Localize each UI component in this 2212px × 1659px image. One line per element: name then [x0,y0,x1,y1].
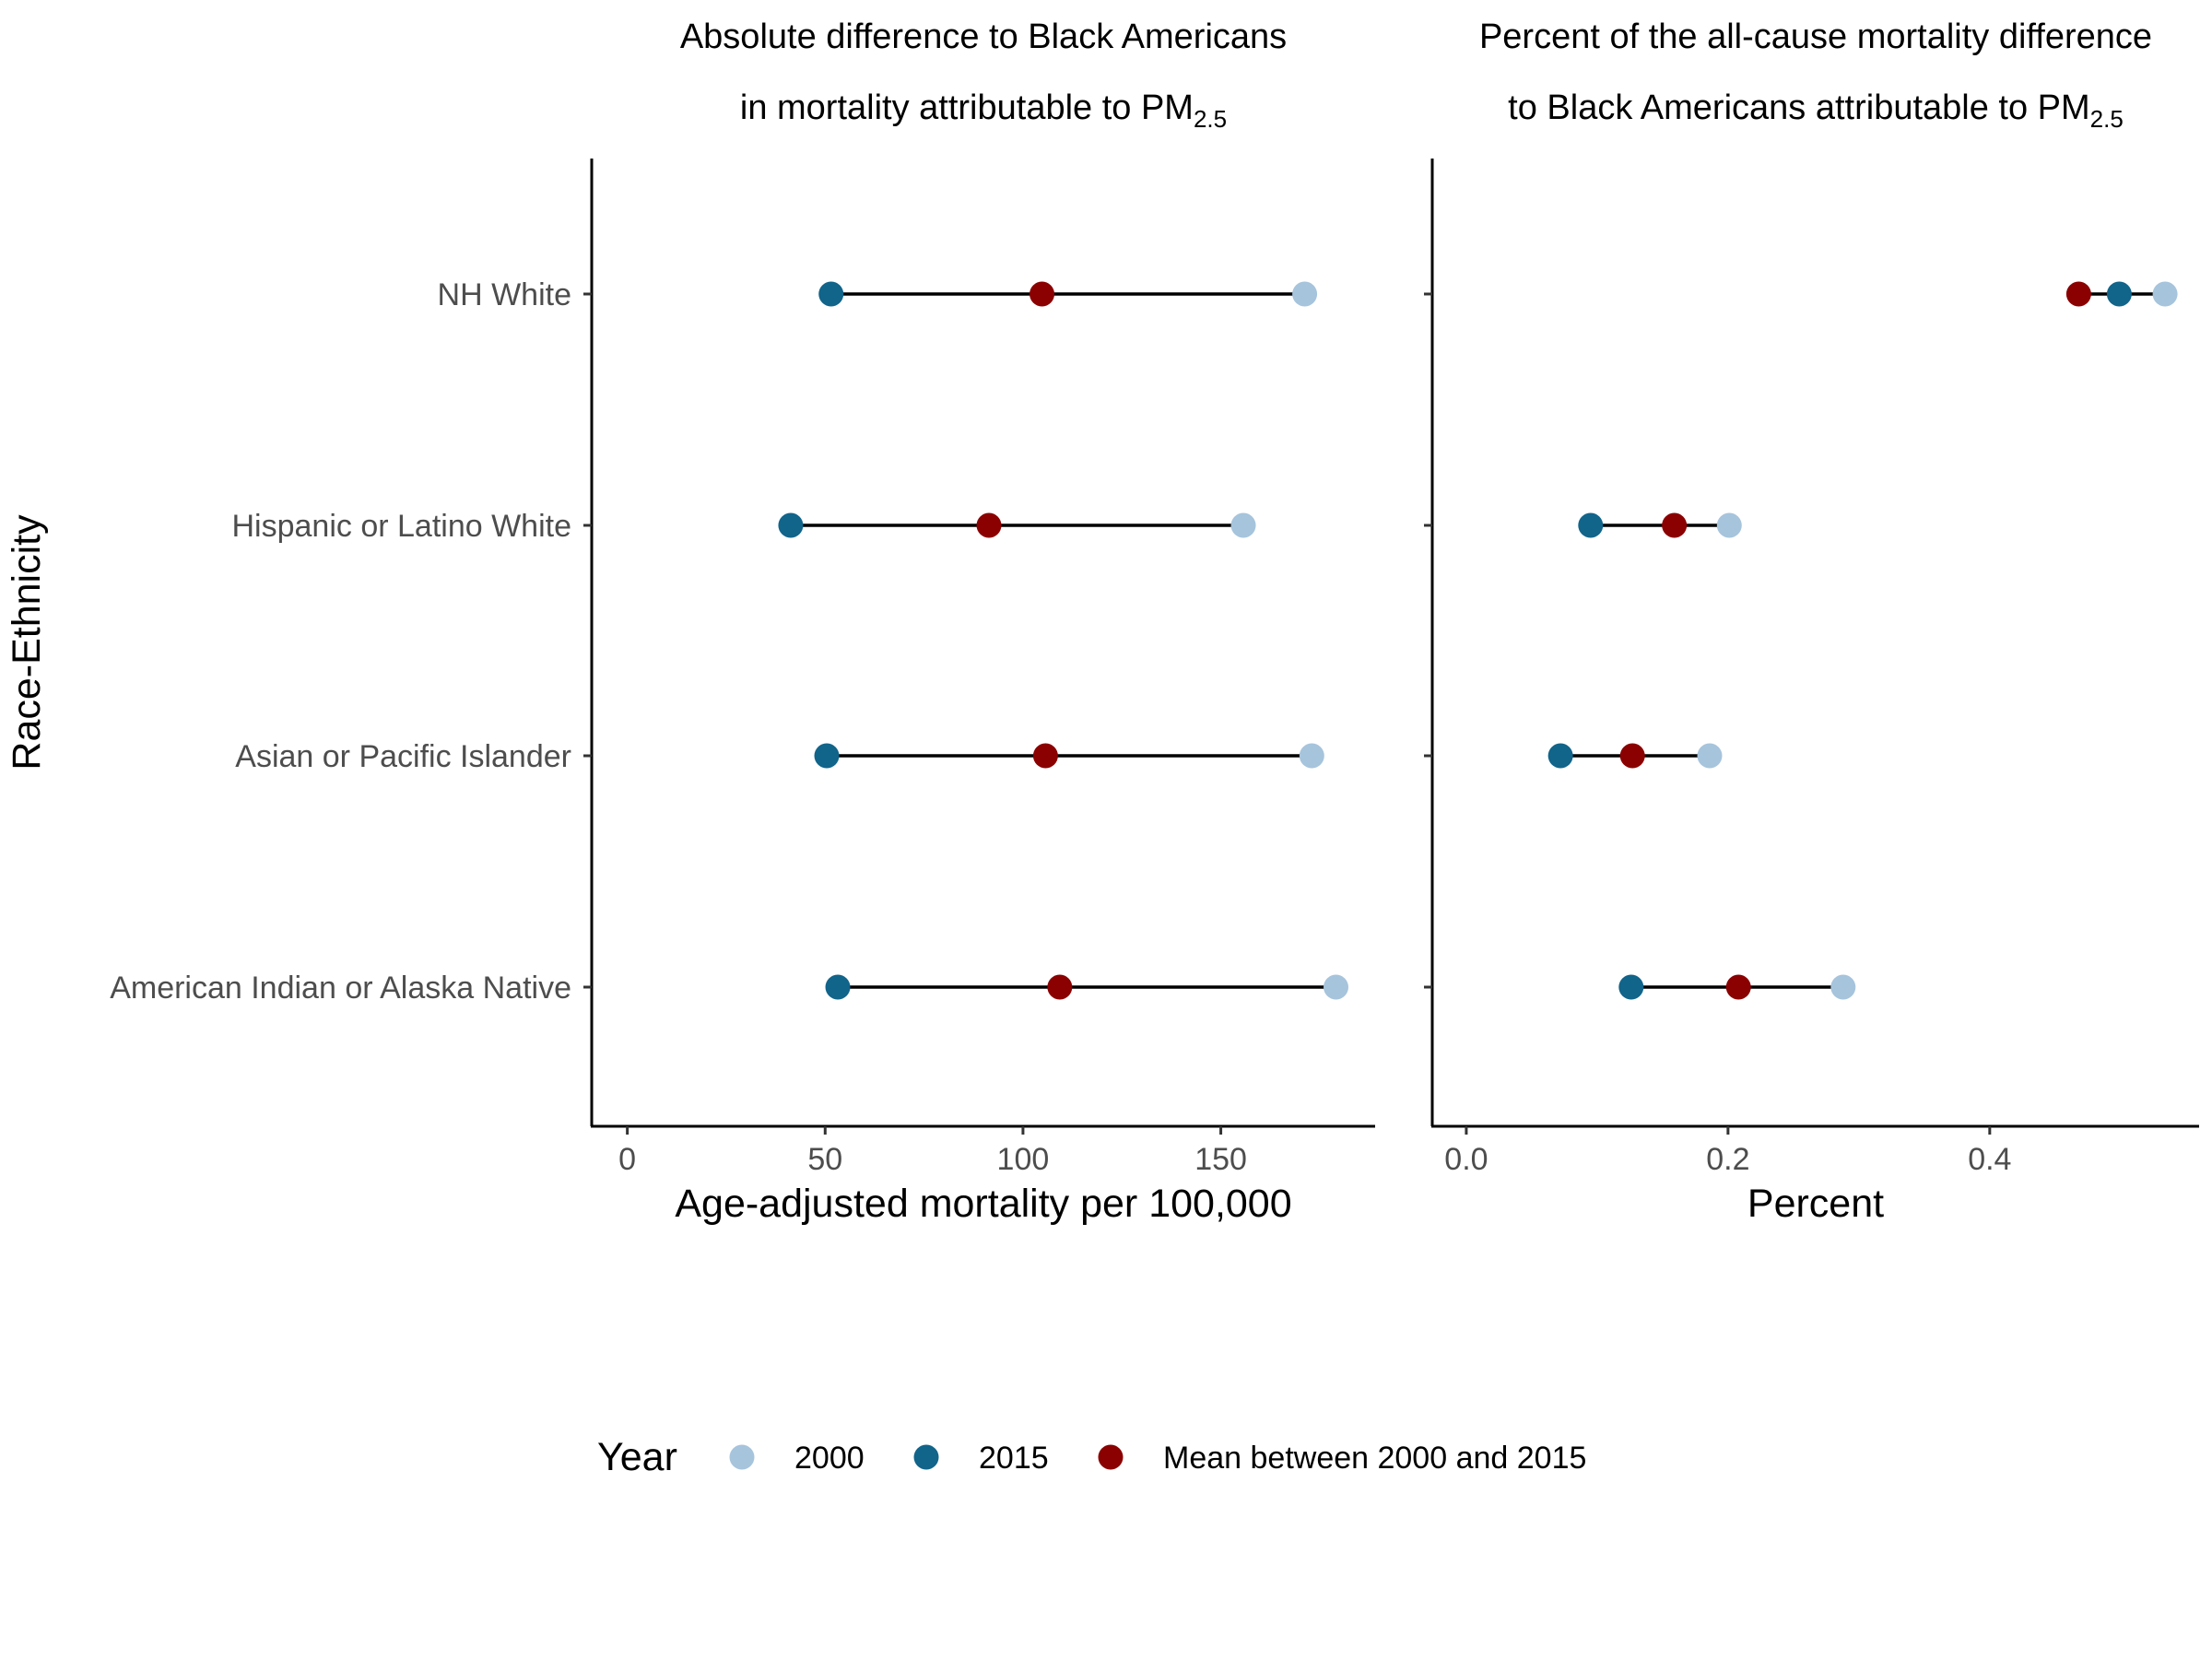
point-2015 [814,743,840,769]
point-mean [1662,512,1688,538]
point-mean [1032,743,1058,769]
point-2015 [1578,512,1604,538]
x-tick-label: 0.4 [1968,1142,2011,1177]
y-tick-label: Hispanic or Latino White [231,509,571,544]
panel-title-line2-main: in mortality attributable to PM [740,88,1194,127]
point-2000 [2152,281,2178,307]
legend-label: Mean between 2000 and 2015 [1163,1441,1586,1476]
x-tick-label: 50 [807,1142,842,1177]
y-tick-label: American Indian or Alaska Native [110,971,571,1006]
point-2015 [818,281,844,307]
x-tick-label: 100 [997,1142,1050,1177]
point-2000 [1830,974,1856,1000]
panel-title-line2: to Black Americans attributable to PM2.5 [1508,88,2124,133]
point-2000 [1299,743,1324,769]
legend-key-mean-between-2000-and-2015 [1098,1444,1124,1470]
y-tick-label: Asian or Pacific Islander [235,739,571,774]
point-2000 [1324,974,1348,1000]
point-mean [1619,743,1645,769]
y-axis-title: Race-Ethnicity [5,514,49,771]
point-mean [2065,281,2091,307]
point-2015 [1618,974,1644,1000]
x-tick-label: 150 [1194,1142,1247,1177]
x-tick-label: 0.2 [1706,1142,1749,1177]
panel-title-subscript: 2.5 [2090,105,2124,133]
legend-key-2000 [729,1444,755,1470]
point-mean [976,512,1002,538]
point-mean [1030,281,1055,307]
legend-label: 2000 [794,1441,865,1476]
panel-title-line2: in mortality attributable to PM2.5 [740,88,1227,133]
point-2000 [1697,743,1723,769]
x-axis-title: Age-adjusted mortality per 100,000 [675,1182,1291,1226]
point-2000 [1716,512,1742,538]
point-2015 [2106,281,2132,307]
x-tick-label: 0.0 [1444,1142,1488,1177]
legend-label: 2015 [979,1441,1049,1476]
panel-title-line1: Percent of the all-cause mortality diffe… [1479,18,2152,56]
panel-title-subscript: 2.5 [1194,105,1227,133]
point-mean [1047,974,1073,1000]
point-mean [1725,974,1751,1000]
point-2000 [1230,512,1256,538]
point-2000 [1292,281,1318,307]
panel-title-line1: Absolute difference to Black Americans [680,18,1287,56]
x-tick-label: 0 [618,1142,636,1177]
legend-key-2015 [913,1444,939,1470]
point-2015 [825,974,851,1000]
point-2015 [1547,743,1573,769]
y-tick-label: NH White [438,277,571,312]
point-2015 [778,512,804,538]
panel-title-line2-main: to Black Americans attributable to PM [1508,88,2090,127]
x-axis-title: Percent [1747,1182,1884,1226]
legend-title: Year [597,1435,677,1479]
